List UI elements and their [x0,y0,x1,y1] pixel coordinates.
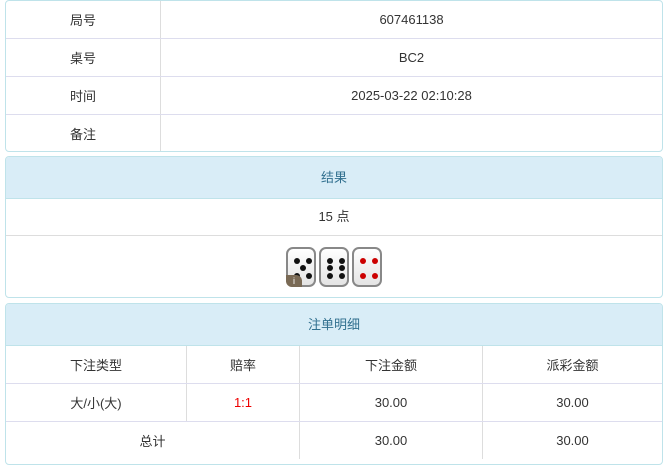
die-pip [339,257,345,264]
column-header: 下注类型 [6,346,187,384]
table-row: 大/小(大) 1:1 30.00 30.00 [6,383,662,422]
bet-detail-title: 注单明细 [6,304,662,346]
table-row: 局号 607461138 [6,1,662,39]
die-pip [300,264,306,271]
table-number: BC2 [160,38,662,77]
column-header: 派彩金额 [482,346,662,384]
die-pip [327,272,333,279]
column-header: 下注金额 [299,346,483,384]
table-row: 备注 [6,114,663,152]
die-pip [360,272,366,279]
total-amount: 30.00 [299,421,483,459]
result-panel: 结果 15 点 i [5,156,663,298]
table-row: 桌号 BC2 [6,38,662,77]
odds: 1:1 [186,383,300,422]
total-row: 总计 30.00 30.00 [6,421,662,459]
round-number: 607461138 [160,1,662,39]
header-row: 下注类型 赔率 下注金额 派彩金额 [6,346,662,384]
column-header: 赔率 [186,346,300,384]
dice-row: i [6,236,662,297]
bet-type: 大/小(大) [6,383,187,422]
die-6 [319,246,349,287]
die-pip [339,264,345,271]
die-pip [327,257,333,264]
label: 时间 [6,76,161,115]
die-pip [372,257,378,264]
total-label: 总计 [6,421,300,459]
die-pip [294,257,300,264]
die-pip [306,272,312,279]
label: 桌号 [6,38,161,77]
die-pip [372,272,378,279]
die-pip [339,272,345,279]
info-icon[interactable]: i [286,274,302,287]
die-4 [352,246,382,287]
bet-amount: 30.00 [299,383,483,422]
payout: 30.00 [482,383,662,422]
round-info-table: 局号 607461138 桌号 BC2 时间 2025-03-22 02:10:28 … [5,0,663,152]
time: 2025-03-22 02:10:28 [160,76,662,115]
die-5: i [286,246,316,287]
table-row: 时间 2025-03-22 02:10:28 [6,76,662,115]
remark [161,115,663,152]
label: 备注 [6,114,161,151]
result-title: 结果 [6,157,662,199]
label: 局号 [6,1,161,39]
bet-detail-panel: 注单明细 下注类型 赔率 下注金额 派彩金额 大/小(大) 1:1 30.00 … [5,303,663,465]
die-pip [327,264,333,271]
result-points: 15 点 [6,199,662,236]
die-pip [306,257,312,264]
die-pip [360,257,366,264]
total-payout: 30.00 [556,433,589,448]
